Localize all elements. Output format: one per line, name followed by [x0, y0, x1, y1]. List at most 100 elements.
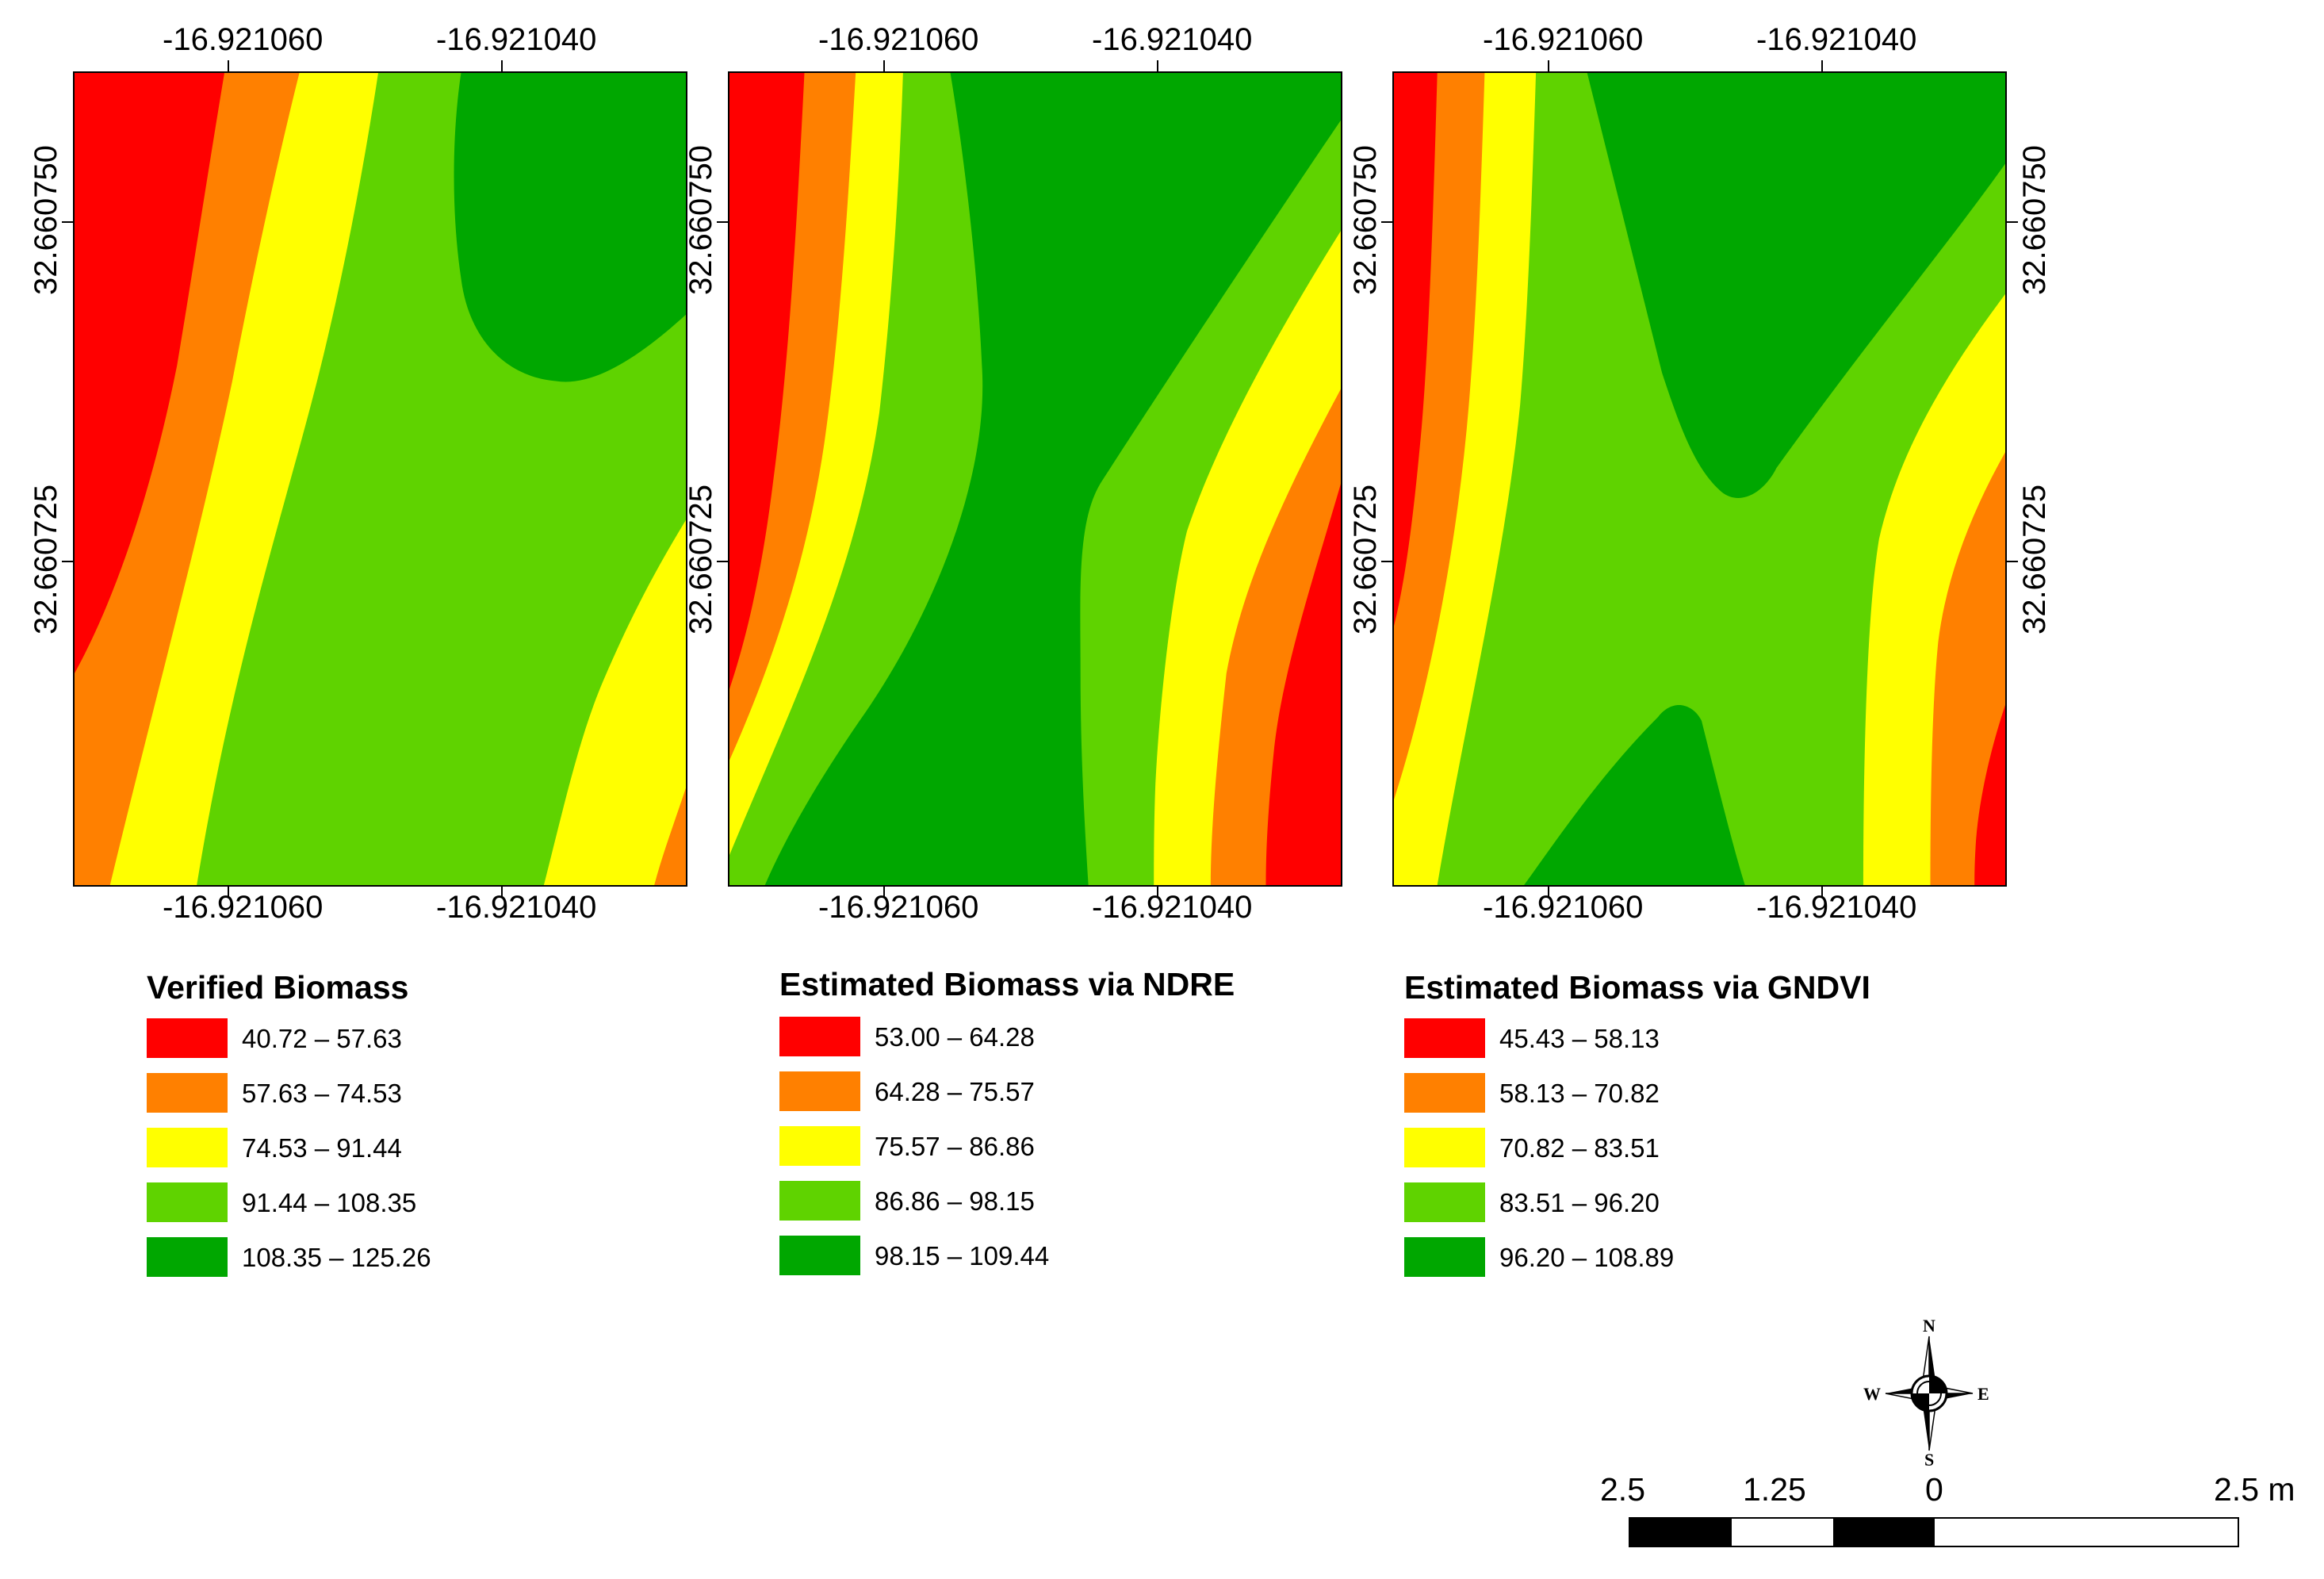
map-verified-biomass	[73, 71, 687, 887]
map2-left-tick-1: 32.660750	[683, 144, 719, 296]
legend-label: 45.43 – 58.13	[1499, 1024, 1660, 1053]
scale-label-left: 2.5	[1600, 1471, 1645, 1508]
compass-rose-icon	[1885, 1336, 1974, 1451]
compass-n-label: N	[1923, 1316, 1935, 1336]
legend-label: 98.15 – 109.44	[875, 1241, 1050, 1270]
map2-tick-mark	[717, 221, 728, 223]
map3-right-tick-1: 32.660750	[2017, 144, 2053, 296]
map1-bottom-tick-2: -16.921040	[436, 890, 597, 925]
map2-tick-mark	[883, 887, 885, 898]
map2-bottom-tick-1: -16.921060	[818, 890, 979, 925]
legend-label: 53.00 – 64.28	[875, 1022, 1035, 1052]
map3-bottom-tick-2: -16.921040	[1756, 890, 1917, 925]
legend-swatch-class1	[779, 1017, 860, 1056]
north-arrow: N S E W	[1862, 1316, 1997, 1470]
legend-label: 57.63 – 74.53	[242, 1079, 402, 1108]
map1-left-tick-2: 32.660725	[29, 484, 64, 635]
map3-top-tick-2: -16.921040	[1756, 22, 1917, 57]
map1-bottom-tick-1: -16.921060	[163, 890, 324, 925]
zone-class5	[454, 73, 686, 382]
legend-label: 58.13 – 70.82	[1499, 1079, 1660, 1108]
zone-class1-left	[729, 73, 805, 689]
map3-bottom-tick-1: -16.921060	[1483, 890, 1644, 925]
legend-label: 83.51 – 96.20	[1499, 1188, 1660, 1217]
map1-top-tick-2: -16.921040	[436, 22, 597, 57]
legend-swatch-class5	[779, 1236, 860, 1275]
map1-tick-mark	[62, 561, 73, 562]
map3-tick-mark	[2007, 561, 2018, 562]
map3-top-tick-1: -16.921060	[1483, 22, 1644, 57]
map3-tick-mark	[1381, 561, 1392, 562]
map3-tick-mark	[1548, 887, 1549, 898]
map-ndre-biomass	[728, 71, 1342, 887]
map-gndvi-biomass	[1392, 71, 2007, 887]
map1-tick-mark	[501, 60, 503, 71]
scale-segment-black	[1833, 1519, 1935, 1546]
map1-left-tick-1: 32.660750	[29, 144, 64, 296]
map3-tick-mark	[1381, 221, 1392, 223]
legend-label: 75.57 – 86.86	[875, 1132, 1035, 1161]
map3-right-tick-2: 32.660725	[2017, 484, 2053, 635]
map3-left-tick-1: 32.660750	[1348, 144, 1384, 296]
map-ndre-surface	[729, 73, 1341, 885]
zone-class1-right	[1974, 704, 2005, 885]
legend-swatch-class3	[147, 1128, 228, 1167]
map1-top-tick-1: -16.921060	[163, 22, 324, 57]
legend-label: 108.35 – 125.26	[242, 1243, 431, 1272]
legend-swatch-class2	[1404, 1073, 1485, 1113]
legend-title: Estimated Biomass via NDRE	[779, 966, 1235, 1002]
map1-tick-mark	[62, 221, 73, 223]
legend-label: 70.82 – 83.51	[1499, 1133, 1660, 1163]
legend-label: 74.53 – 91.44	[242, 1133, 402, 1163]
legend-swatch-class1	[147, 1018, 228, 1058]
zone-class5-top	[1587, 73, 2005, 498]
zone-class5-bottom	[1524, 705, 1745, 885]
legend-title: Estimated Biomass via GNDVI	[1404, 969, 1870, 1006]
legend-label: 91.44 – 108.35	[242, 1188, 417, 1217]
legend-swatch-class4	[147, 1182, 228, 1222]
zone-class3-right	[543, 519, 686, 885]
scale-label-right: 2.5 m	[2214, 1471, 2295, 1508]
map3-left-tick-2: 32.660725	[1348, 484, 1384, 635]
map2-tick-mark	[717, 561, 728, 562]
legend-swatch-class4	[779, 1181, 860, 1221]
compass-e-label: E	[1978, 1384, 1989, 1404]
legend-swatch-class2	[779, 1071, 860, 1111]
zone-class1-right	[1265, 483, 1341, 885]
map2-tick-mark	[1157, 887, 1158, 898]
map3-tick-mark	[2007, 221, 2018, 223]
map3-tick-mark	[1821, 887, 1823, 898]
compass-w-label: W	[1863, 1384, 1881, 1404]
legend-swatch-class4	[1404, 1182, 1485, 1222]
compass-s-label: S	[1924, 1450, 1935, 1470]
legend-swatch-class2	[147, 1073, 228, 1113]
map3-tick-mark	[1548, 60, 1549, 71]
map2-left-tick-2: 32.660725	[683, 484, 719, 635]
map1-tick-mark	[228, 887, 229, 898]
map1-tick-mark	[228, 60, 229, 71]
legend-label: 86.86 – 98.15	[875, 1186, 1035, 1216]
scale-segment-white	[1732, 1519, 1833, 1546]
map3-tick-mark	[1821, 60, 1823, 71]
legend-swatch-class5	[1404, 1237, 1485, 1277]
map-gndvi-surface	[1394, 73, 2005, 885]
zone-class1-left	[1394, 73, 1438, 627]
scale-label-zero: 0	[1925, 1471, 1943, 1508]
map2-tick-mark	[1157, 60, 1158, 71]
legend-label: 96.20 – 108.89	[1499, 1243, 1675, 1272]
legend-label: 64.28 – 75.57	[875, 1077, 1035, 1106]
zone-class2-right	[654, 788, 686, 885]
map2-bottom-tick-2: -16.921040	[1092, 890, 1253, 925]
scale-segment-white	[1935, 1519, 2238, 1546]
map-verified-surface	[75, 73, 686, 885]
legend-swatch-class1	[1404, 1018, 1485, 1058]
zone-class1	[75, 73, 225, 674]
legend-label: 40.72 – 57.63	[242, 1024, 402, 1053]
map2-top-tick-1: -16.921060	[818, 22, 979, 57]
legend-swatch-class3	[1404, 1128, 1485, 1167]
map1-tick-mark	[501, 887, 503, 898]
scale-bar-segments	[1629, 1517, 2239, 1547]
legend-title: Verified Biomass	[147, 969, 409, 1006]
legend-swatch-class5	[147, 1237, 228, 1277]
scale-label-quarter: 1.25	[1743, 1471, 1806, 1508]
